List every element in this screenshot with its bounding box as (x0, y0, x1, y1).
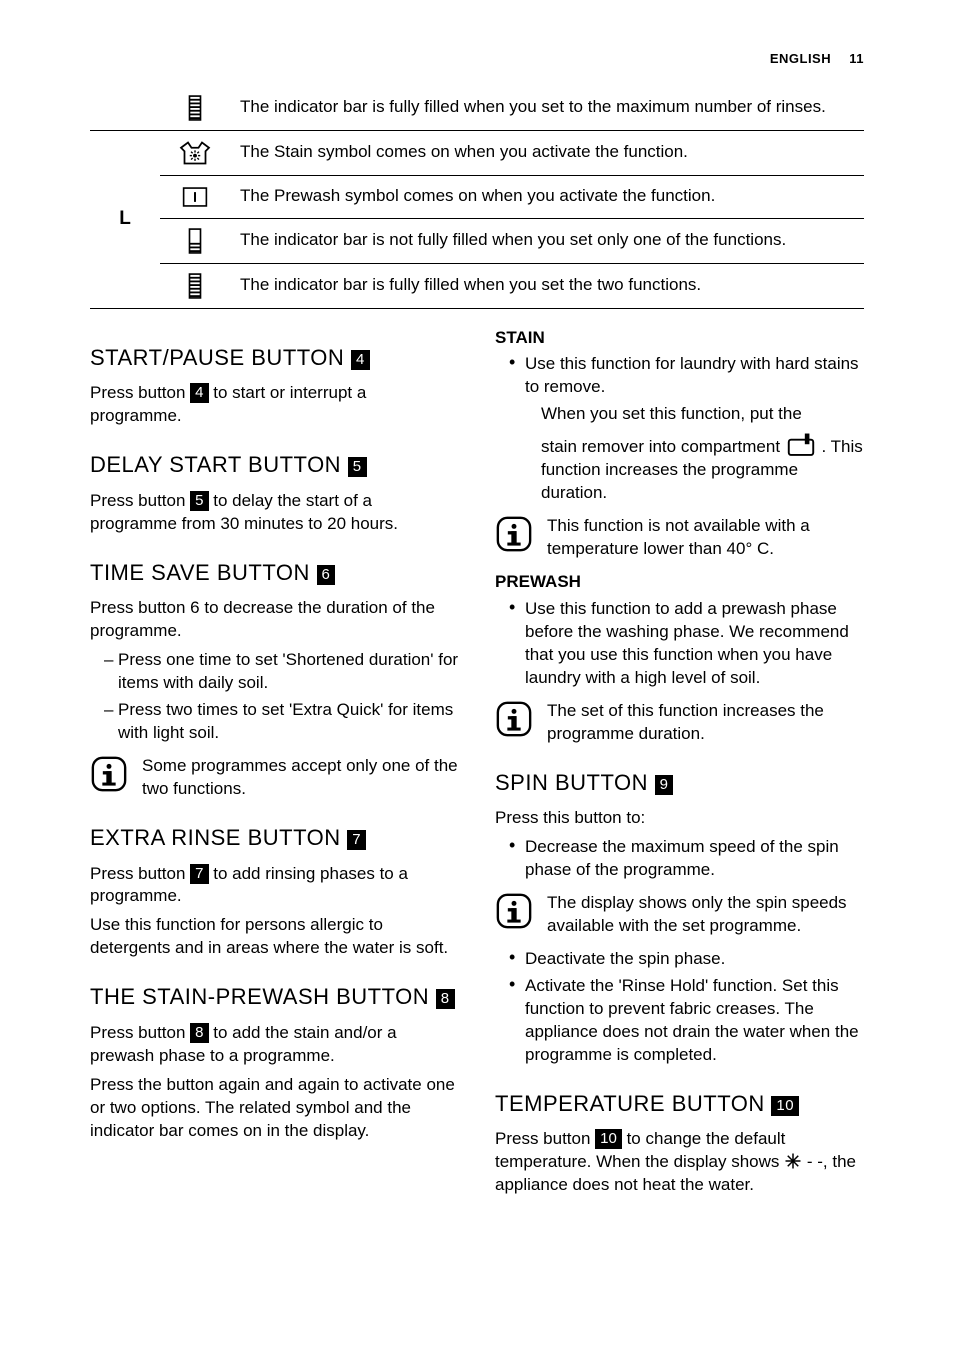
text-span: Use this function for laundry with hard … (525, 354, 859, 396)
note-text: Some programmes accept only one of the t… (142, 755, 459, 801)
right-column: STAIN Use this function for laundry with… (495, 321, 864, 1204)
button-number-icon: 4 (351, 350, 370, 370)
page-header: ENGLISH 11 (90, 50, 864, 68)
note-text: The set of this function increases the p… (547, 700, 864, 746)
info-note: Some programmes accept only one of the t… (90, 755, 459, 801)
text-span: Press button (90, 1023, 190, 1042)
bar-full-icon (184, 272, 206, 300)
info-icon (90, 755, 128, 793)
delay-paragraph: Press button 5 to delay the start of a p… (90, 490, 459, 536)
list-item: Activate the 'Rinse Hold' function. Set … (509, 975, 864, 1067)
heading-text: TIME SAVE BUTTON (90, 560, 310, 585)
button-number-icon: 10 (771, 1096, 799, 1116)
heading-text: DELAY START BUTTON (90, 452, 341, 477)
timesave-paragraph: Press button 6 to decrease the duration … (90, 597, 459, 643)
button-number-icon: 4 (190, 383, 208, 403)
spin-paragraph: Press this button to: (495, 807, 864, 830)
heading-text: START/PAUSE BUTTON (90, 345, 344, 370)
button-number-icon: 6 (317, 565, 336, 585)
button-number-icon: 10 (595, 1129, 622, 1149)
button-number-icon: 8 (190, 1023, 208, 1043)
button-number-icon: 7 (347, 830, 366, 850)
extrarinse-paragraph: Press button 7 to add rinsing phases to … (90, 863, 459, 909)
startpause-heading: START/PAUSE BUTTON 4 (90, 343, 459, 373)
indent-paragraph: stain remover into compartment . This fu… (541, 432, 864, 505)
spin-list2: Deactivate the spin phase. Activate the … (495, 948, 864, 1067)
info-note: The display shows only the spin speeds a… (495, 892, 864, 938)
heading-text: EXTRA RINSE BUTTON (90, 825, 341, 850)
delay-heading: DELAY START BUTTON 5 (90, 450, 459, 480)
compartment-icon (785, 432, 817, 458)
table-row-text: The indicator bar is fully filled when y… (230, 86, 864, 131)
list-item: Use this function to add a prewash phase… (509, 598, 864, 690)
text-span: Press button (90, 383, 190, 402)
bar-partial-icon (184, 227, 206, 255)
note-text: The display shows only the spin speeds a… (547, 892, 864, 938)
heading-text: THE STAIN-PREWASH BUTTON (90, 984, 429, 1009)
temperature-paragraph: Press button 10 to change the default te… (495, 1128, 864, 1197)
button-number-icon: 7 (190, 864, 208, 884)
stainprewash-paragraph: Press button 8 to add the stain and/or a… (90, 1022, 459, 1068)
header-page: 11 (849, 51, 864, 66)
info-icon (495, 700, 533, 738)
stain-subheading: STAIN (495, 327, 864, 350)
symbol-table: The indicator bar is fully filled when y… (90, 86, 864, 309)
info-note: The set of this function increases the p… (495, 700, 864, 746)
indent-paragraph: When you set this function, put the (541, 403, 864, 426)
stain-list: Use this function for laundry with hard … (495, 353, 864, 505)
info-icon (495, 892, 533, 930)
list-item: Press one time to set 'Shortened duratio… (104, 649, 459, 695)
button-number-icon: 5 (348, 457, 367, 477)
bar-full-icon (184, 94, 206, 122)
spin-heading: SPIN BUTTON 9 (495, 768, 864, 798)
prewash-list: Use this function to add a prewash phase… (495, 598, 864, 690)
timesave-list: Press one time to set 'Shortened duratio… (90, 649, 459, 745)
timesave-heading: TIME SAVE BUTTON 6 (90, 558, 459, 588)
prewash-subheading: PREWASH (495, 571, 864, 594)
note-text: This function is not available with a te… (547, 515, 864, 561)
heading-text: SPIN BUTTON (495, 770, 648, 795)
spin-list: Decrease the maximum speed of the spin p… (495, 836, 864, 882)
stain-icon (177, 139, 213, 167)
header-lang: ENGLISH (770, 51, 831, 66)
list-item: Decrease the maximum speed of the spin p… (509, 836, 864, 882)
table-row-label: L (90, 130, 160, 308)
extrarinse-heading: EXTRA RINSE BUTTON 7 (90, 823, 459, 853)
button-number-icon: 9 (655, 775, 674, 795)
temperature-heading: TEMPERATURE BUTTON 10 (495, 1089, 864, 1119)
prewash-icon (178, 184, 212, 210)
list-item: Deactivate the spin phase. (509, 948, 864, 971)
table-row-text: The Stain symbol comes on when you activ… (230, 130, 864, 175)
list-item: Use this function for laundry with hard … (509, 353, 864, 505)
button-number-icon: 8 (436, 989, 455, 1009)
stainprewash-paragraph2: Press the button again and again to acti… (90, 1074, 459, 1143)
text-span: Press button (90, 491, 190, 510)
table-row-text: The indicator bar is not fully filled wh… (230, 218, 864, 263)
info-note: This function is not available with a te… (495, 515, 864, 561)
text-span: stain remover into compartment (541, 437, 785, 456)
text-span: Press button (90, 864, 190, 883)
button-number-icon: 5 (190, 491, 208, 511)
info-icon (495, 515, 533, 553)
table-row-text: The Prewash symbol comes on when you act… (230, 175, 864, 218)
stainprewash-heading: THE STAIN-PREWASH BUTTON 8 (90, 982, 459, 1012)
text-span: Press button (495, 1129, 595, 1148)
startpause-paragraph: Press button 4 to start or interrupt a p… (90, 382, 459, 428)
snowflake-icon (784, 1152, 802, 1170)
list-item: Press two times to set 'Extra Quick' for… (104, 699, 459, 745)
table-row-text: The indicator bar is fully filled when y… (230, 263, 864, 308)
heading-text: TEMPERATURE BUTTON (495, 1091, 765, 1116)
extrarinse-paragraph2: Use this function for persons allergic t… (90, 914, 459, 960)
left-column: START/PAUSE BUTTON 4 Press button 4 to s… (90, 321, 459, 1204)
